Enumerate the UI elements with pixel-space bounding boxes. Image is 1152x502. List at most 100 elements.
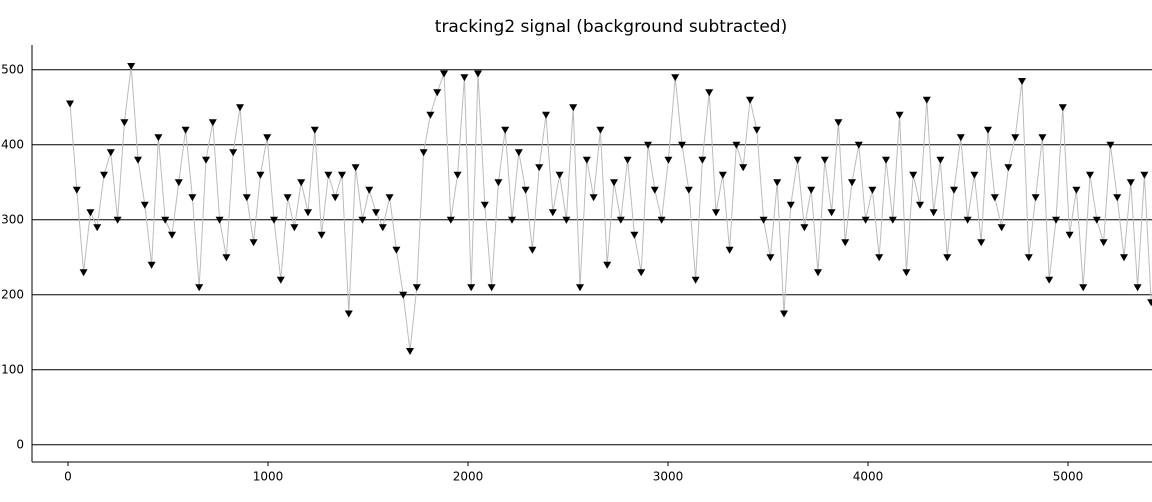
x-tick-label: 3000: [653, 470, 684, 484]
data-point: [310, 126, 319, 134]
data-point: [535, 164, 544, 172]
data-point: [406, 348, 414, 355]
data-point: [684, 186, 693, 194]
data-point: [270, 216, 278, 224]
data-point: [746, 96, 754, 104]
data-point: [582, 156, 591, 164]
data-point: [460, 74, 469, 82]
data-point: [317, 231, 326, 239]
data-point: [596, 126, 605, 134]
data-point: [147, 261, 156, 269]
data-point: [412, 284, 421, 292]
data-point: [263, 134, 272, 142]
y-tick-label: 200: [1, 287, 24, 301]
data-point: [358, 216, 367, 224]
data-point: [705, 89, 714, 97]
data-point: [508, 216, 516, 224]
data-point: [752, 126, 761, 134]
data-point: [827, 209, 836, 217]
data-point: [576, 284, 584, 292]
data-point: [977, 239, 986, 247]
data-point: [854, 141, 863, 149]
data-point: [344, 310, 353, 318]
data-point: [916, 201, 924, 209]
data-point: [936, 156, 945, 164]
data-point: [1106, 141, 1115, 149]
data-point: [657, 216, 666, 224]
data-point: [72, 186, 81, 194]
data-point: [426, 111, 435, 119]
data-point: [922, 96, 931, 104]
data-point: [848, 179, 856, 187]
data-point: [66, 100, 74, 108]
data-point: [378, 224, 387, 232]
data-point: [841, 239, 850, 247]
data-point: [290, 224, 299, 232]
data-point: [93, 224, 102, 232]
y-tick-label: 400: [1, 137, 24, 151]
data-point: [474, 70, 482, 78]
data-point: [997, 224, 1006, 232]
data-point: [440, 70, 448, 78]
data-point: [202, 156, 210, 164]
data-point: [433, 89, 442, 97]
data-point: [467, 284, 476, 292]
data-point: [562, 216, 571, 224]
data-point: [174, 179, 183, 187]
data-point: [786, 201, 795, 209]
data-point: [215, 216, 224, 224]
x-tick-label: 0: [64, 470, 72, 484]
data-point: [1092, 216, 1101, 224]
data-point: [120, 119, 129, 127]
y-tick-label: 500: [1, 62, 24, 76]
data-point: [807, 186, 816, 194]
data-point: [800, 224, 809, 232]
data-point: [494, 179, 503, 187]
chart-title: tracking2 signal (background subtracted): [435, 17, 787, 37]
data-point: [990, 194, 999, 202]
data-point: [542, 111, 550, 119]
data-point: [956, 134, 965, 142]
data-point: [861, 216, 870, 224]
data-point: [820, 156, 829, 164]
data-point: [222, 254, 231, 262]
data-point: [100, 171, 108, 179]
data-point: [984, 126, 992, 134]
data-point: [283, 194, 292, 202]
data-point: [555, 171, 564, 179]
data-point: [970, 171, 979, 179]
data-point: [113, 216, 122, 224]
data-point: [127, 63, 136, 70]
data-point: [963, 216, 972, 224]
data-point: [86, 209, 95, 217]
data-point: [514, 149, 523, 157]
x-tick-label: 5000: [1053, 470, 1084, 484]
data-point: [1126, 179, 1135, 187]
data-point: [236, 104, 244, 112]
data-point: [1018, 78, 1026, 85]
data-point: [480, 201, 489, 209]
data-point: [739, 164, 748, 172]
data-point: [1140, 171, 1149, 179]
data-point: [732, 141, 741, 149]
data-point: [678, 141, 686, 149]
data-point: [1038, 134, 1047, 142]
data-point: [834, 119, 843, 127]
y-tick-label: 0: [16, 437, 24, 451]
data-point: [304, 209, 312, 217]
data-point: [766, 254, 775, 262]
data-point: [780, 310, 788, 318]
data-point: [372, 209, 380, 217]
data-point: [589, 194, 598, 202]
data-point: [664, 156, 673, 164]
data-point: [134, 156, 142, 164]
data-point: [1086, 171, 1094, 179]
data-point: [759, 216, 768, 224]
data-point: [616, 216, 625, 224]
y-tick-label: 300: [1, 212, 24, 226]
data-point: [610, 179, 618, 187]
data-point: [1052, 216, 1060, 224]
data-point: [793, 156, 802, 164]
data-point: [446, 216, 455, 224]
